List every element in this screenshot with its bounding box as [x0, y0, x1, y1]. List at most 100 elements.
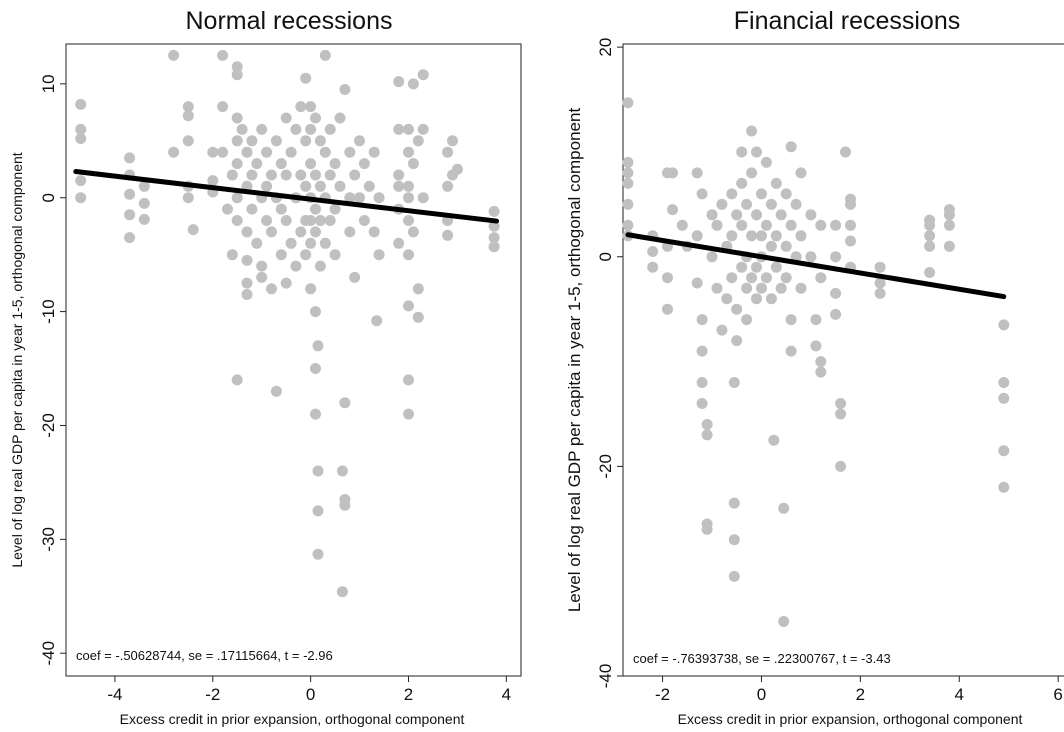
scatter-point-normal-129	[354, 192, 365, 204]
scatter-point-normal-101	[314, 135, 326, 147]
scatter-point-normal-69	[280, 277, 292, 289]
scatter-point-financial-91	[795, 167, 807, 179]
scatter-point-financial-43	[731, 335, 743, 347]
scatter-point-normal-111	[324, 215, 336, 226]
scatter-point-financial-119	[924, 219, 936, 231]
scatter-point-normal-115	[334, 112, 346, 124]
scatter-point-financial-32	[711, 219, 723, 231]
scatter-point-financial-23	[696, 345, 708, 357]
x-axis-title-financial: Excess credit in prior expansion, orthog…	[678, 711, 1023, 727]
scatter-point-normal-53	[256, 271, 268, 283]
scatter-point-financial-69	[760, 219, 772, 231]
scatter-point-financial-89	[790, 198, 802, 210]
scatter-point-normal-103	[314, 215, 326, 226]
scatter-point-financial-92	[795, 230, 807, 242]
scatter-point-normal-2	[75, 133, 87, 144]
scatter-point-normal-92	[310, 203, 321, 215]
scatter-point-financial-87	[785, 314, 797, 326]
x-tick-label-financial: -2	[655, 685, 670, 704]
scatter-point-financial-116	[874, 277, 886, 289]
scatter-point-normal-88	[305, 237, 317, 249]
scatter-point-normal-5	[124, 152, 136, 164]
scatter-point-financial-52	[741, 198, 753, 210]
scatter-point-financial-93	[795, 282, 807, 294]
scatter-point-normal-70	[285, 146, 297, 158]
scatter-point-financial-0	[622, 97, 634, 109]
scatter-point-financial-71	[765, 198, 777, 210]
scatter-point-financial-72	[765, 240, 777, 252]
y-axis-title-financial: Level of log real GDP per capita in year…	[565, 108, 584, 613]
scatter-point-financial-46	[728, 534, 740, 546]
scatter-point-financial-129	[998, 392, 1010, 404]
scatter-point-normal-159	[417, 69, 429, 81]
scatter-point-financial-77	[770, 261, 782, 273]
y-tick-label-normal: -30	[39, 527, 58, 552]
scatter-point-normal-24	[217, 49, 229, 61]
scatter-point-normal-59	[266, 283, 277, 295]
scatter-point-normal-60	[270, 135, 282, 147]
x-tick-label-financial: 0	[757, 685, 766, 704]
scatter-point-normal-66	[280, 112, 292, 124]
scatter-point-financial-31	[706, 251, 718, 263]
scatter-point-normal-116	[334, 180, 346, 192]
scatter-point-normal-65	[275, 249, 287, 261]
scatter-point-normal-95	[310, 363, 321, 374]
scatter-point-normal-91	[310, 169, 321, 181]
scatter-point-financial-103	[830, 251, 842, 263]
chart-title-financial: Financial recessions	[734, 7, 961, 35]
chart-title-normal: Normal recessions	[185, 7, 392, 35]
x-axis-normal: -4 -2 0 2 4	[107, 676, 511, 704]
scatter-point-normal-30	[231, 61, 243, 73]
scatter-point-financial-29	[701, 523, 713, 535]
scatter-point-financial-14	[667, 167, 678, 179]
scatter-point-financial-100	[815, 356, 827, 368]
scatter-point-financial-19	[691, 230, 703, 242]
scatter-point-normal-138	[393, 123, 405, 135]
regression-annotation-normal: coef = -.50628744, se = .17115664, t = -…	[76, 648, 333, 663]
scatter-point-financial-37	[721, 293, 733, 305]
scatter-point-normal-158	[412, 311, 424, 323]
scatter-point-normal-102	[314, 180, 326, 192]
scatter-point-financial-61	[751, 209, 762, 221]
scatter-point-normal-71	[285, 237, 297, 249]
x-axis-financial: -2 0 2 4 6	[655, 676, 1063, 704]
scatter-point-financial-78	[775, 209, 787, 221]
scatter-point-financial-109	[840, 146, 851, 158]
scatter-point-financial-107	[835, 408, 847, 420]
scatter-point-normal-148	[403, 215, 414, 226]
scatter-point-financial-41	[731, 209, 743, 221]
scatter-point-financial-57	[746, 167, 758, 179]
scatter-point-normal-162	[442, 146, 454, 158]
scatter-point-financial-111	[845, 198, 856, 210]
plot-frame-normal	[65, 43, 522, 677]
scatter-point-normal-82	[300, 249, 312, 261]
scatter-point-financial-47	[728, 570, 740, 582]
scatter-points-normal	[75, 49, 500, 598]
scatter-point-normal-45	[246, 135, 258, 147]
scatter-point-normal-146	[403, 180, 414, 192]
scatter-point-normal-134	[368, 226, 380, 238]
scatter-point-normal-31	[231, 69, 243, 81]
scatter-point-financial-97	[810, 340, 822, 352]
scatter-point-financial-122	[924, 267, 936, 278]
scatter-point-normal-153	[407, 78, 419, 90]
fit-line-normal	[73, 169, 500, 224]
scatter-point-normal-12	[138, 213, 150, 225]
x-tick-label-normal: -4	[107, 685, 122, 704]
scatter-point-financial-54	[741, 282, 753, 294]
scatter-point-normal-50	[256, 123, 268, 135]
x-tick-label-financial: 6	[1053, 685, 1062, 704]
fit-line-financial	[625, 232, 1007, 300]
y-tick-label-normal: -20	[39, 413, 58, 438]
scatter-point-financial-21	[696, 188, 708, 200]
scatter-point-normal-32	[231, 112, 243, 124]
scatter-point-financial-8	[647, 246, 659, 257]
scatter-point-normal-72	[290, 123, 302, 135]
scatter-point-normal-8	[124, 209, 136, 221]
scatter-point-normal-7	[124, 188, 136, 200]
scatter-point-normal-145	[403, 146, 414, 158]
scatter-point-financial-96	[810, 314, 822, 326]
scatter-point-financial-34	[716, 198, 728, 210]
scatter-point-financial-84	[780, 272, 792, 284]
scatter-point-financial-50	[736, 219, 748, 231]
